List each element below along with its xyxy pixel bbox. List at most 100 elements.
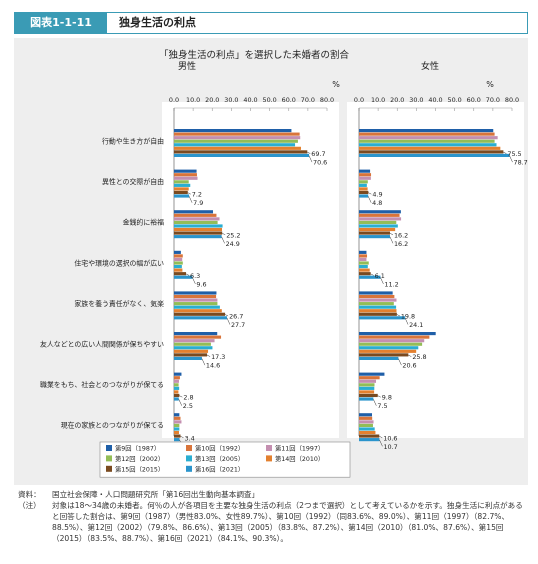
data-label-female: 10.6 xyxy=(383,434,397,442)
footnote: （注） 対象は18～34歳の未婚者。何％の人が各項目を主要な独身生活の利点（2つ… xyxy=(18,500,528,544)
bar-female-3-3 xyxy=(359,261,369,265)
bar-female-1-0 xyxy=(359,169,371,173)
bar-female-7-5 xyxy=(359,430,376,435)
bar-male-0-4 xyxy=(174,143,296,147)
legend-label: 第9回（1987） xyxy=(115,444,160,453)
data-label-leader-male xyxy=(185,273,190,276)
bar-female-5-0 xyxy=(359,332,436,336)
source-label: 資料： xyxy=(18,490,41,499)
bar-male-4-0 xyxy=(174,291,217,295)
bar-female-1-5 xyxy=(359,187,368,191)
legend-label: 第15回（2015） xyxy=(115,464,164,473)
bar-male-1-4 xyxy=(174,183,191,187)
data-label-leader-male xyxy=(308,155,313,163)
bar-female-2-6 xyxy=(359,231,390,235)
data-label-female: 16.2 xyxy=(394,240,408,248)
data-label-male: 3.4 xyxy=(185,434,195,442)
bar-male-6-2 xyxy=(174,379,179,383)
tick-label-female: 0.0 xyxy=(354,96,364,104)
bar-male-4-2 xyxy=(174,298,218,302)
data-label-leader-female xyxy=(370,273,374,276)
tick-label-male: 10.0 xyxy=(186,96,200,104)
data-label-leader-female xyxy=(408,354,412,357)
data-label-female: 4.8 xyxy=(372,199,382,207)
category-label: 現在の家族とのつながりが保てる xyxy=(61,421,164,430)
bar-male-5-6 xyxy=(174,353,208,357)
bar-male-5-4 xyxy=(174,346,213,350)
data-label-male: 26.7 xyxy=(229,312,243,320)
data-label-male: 2.5 xyxy=(183,402,193,410)
bar-female-3-5 xyxy=(359,268,370,272)
footnote-text: 対象は18～34歳の未婚者。何％の人が各項目を主要な独身生活の利点（2つまで選択… xyxy=(52,501,523,543)
legend-label: 第14回（2010） xyxy=(275,454,324,463)
data-label-female: 20.6 xyxy=(402,362,416,370)
bar-male-7-0 xyxy=(174,413,180,417)
legend-label: 第12回（2002） xyxy=(115,454,164,463)
bar-male-4-6 xyxy=(174,312,226,316)
data-label-leader-male xyxy=(179,395,183,398)
bar-female-2-4 xyxy=(359,224,398,228)
tick-label-male: 30.0 xyxy=(224,96,238,104)
bar-female-5-4 xyxy=(359,346,419,350)
data-label-leader-female xyxy=(377,395,381,398)
bar-female-5-6 xyxy=(359,353,409,357)
bar-female-7-2 xyxy=(359,420,374,424)
data-label-male: 2.8 xyxy=(183,394,193,402)
bar-female-1-3 xyxy=(359,180,368,184)
bar-male-0-1 xyxy=(174,132,300,136)
bar-female-4-3 xyxy=(359,302,394,306)
bar-male-7-6 xyxy=(174,434,181,438)
data-label-leader-male xyxy=(307,151,311,154)
chart-panel: 「独身生活の利点」を選択した未婚者の割合 男性% 女性% 0.0 10.0 20.0 30.… xyxy=(14,38,528,485)
bar-female-2-1 xyxy=(359,213,400,217)
tick-label-male: 50.0 xyxy=(263,96,277,104)
bar-male-6-5 xyxy=(174,390,179,394)
figure-number: 図表1-1-11 xyxy=(15,13,107,33)
bar-female-3-1 xyxy=(359,254,368,258)
bar-male-7-3 xyxy=(174,423,180,427)
bar-female-4-0 xyxy=(359,291,393,295)
data-label-female: 4.9 xyxy=(372,191,382,199)
data-label-leader-male xyxy=(221,236,225,244)
bar-female-7-4 xyxy=(359,427,375,431)
data-label-male: 6.3 xyxy=(190,272,200,280)
data-label-female: 9.8 xyxy=(382,394,392,402)
tick-label-female: 70.0 xyxy=(486,96,500,104)
bar-female-4-7 xyxy=(359,316,406,320)
tick-label-female: 40.0 xyxy=(428,96,442,104)
plot-area-female xyxy=(347,102,524,438)
bar-female-0-0 xyxy=(359,129,494,133)
tick-label-female: 50.0 xyxy=(448,96,462,104)
bar-female-1-2 xyxy=(359,176,371,180)
source-text: 国立社会保障・人口問題研究所「第16回出生動向基本調査」 xyxy=(52,490,260,499)
category-label: 友人などとの広い人間関係が保ちやすい xyxy=(40,340,164,349)
legend-label: 第10回（1992） xyxy=(195,444,244,453)
bar-male-3-3 xyxy=(174,261,183,265)
legend-label: 第16回（2021） xyxy=(195,464,244,473)
bar-female-6-7 xyxy=(359,397,374,401)
data-label-female: 7.5 xyxy=(377,402,387,410)
bar-female-3-7 xyxy=(359,275,381,279)
data-label-male: 70.6 xyxy=(313,159,327,167)
bar-female-5-7 xyxy=(359,356,399,360)
data-label-female: 16.2 xyxy=(394,231,408,239)
bar-female-6-6 xyxy=(359,393,378,398)
data-label-leader-female xyxy=(368,192,372,195)
bar-male-2-4 xyxy=(174,224,223,228)
bar-male-7-2 xyxy=(174,420,182,424)
chart-title: 「独身生活の利点」を選択した未婚者の割合 xyxy=(159,49,350,61)
bar-female-2-0 xyxy=(359,210,401,214)
tick-label-female: 30.0 xyxy=(409,96,423,104)
legend-swatch xyxy=(266,455,272,462)
bar-male-4-1 xyxy=(174,294,217,299)
data-label-female: 19.8 xyxy=(401,312,415,320)
data-label-leader-female xyxy=(509,155,513,163)
tick-label-male: 80.0 xyxy=(320,96,334,104)
bar-female-4-1 xyxy=(359,294,395,299)
category-label: 住宅や環境の選択の幅が広い xyxy=(74,258,164,267)
bar-male-2-7 xyxy=(174,235,222,239)
bar-male-2-6 xyxy=(174,231,223,235)
data-label-leader-female xyxy=(379,436,383,438)
bar-female-6-5 xyxy=(359,390,375,394)
bar-male-4-7 xyxy=(174,316,227,320)
